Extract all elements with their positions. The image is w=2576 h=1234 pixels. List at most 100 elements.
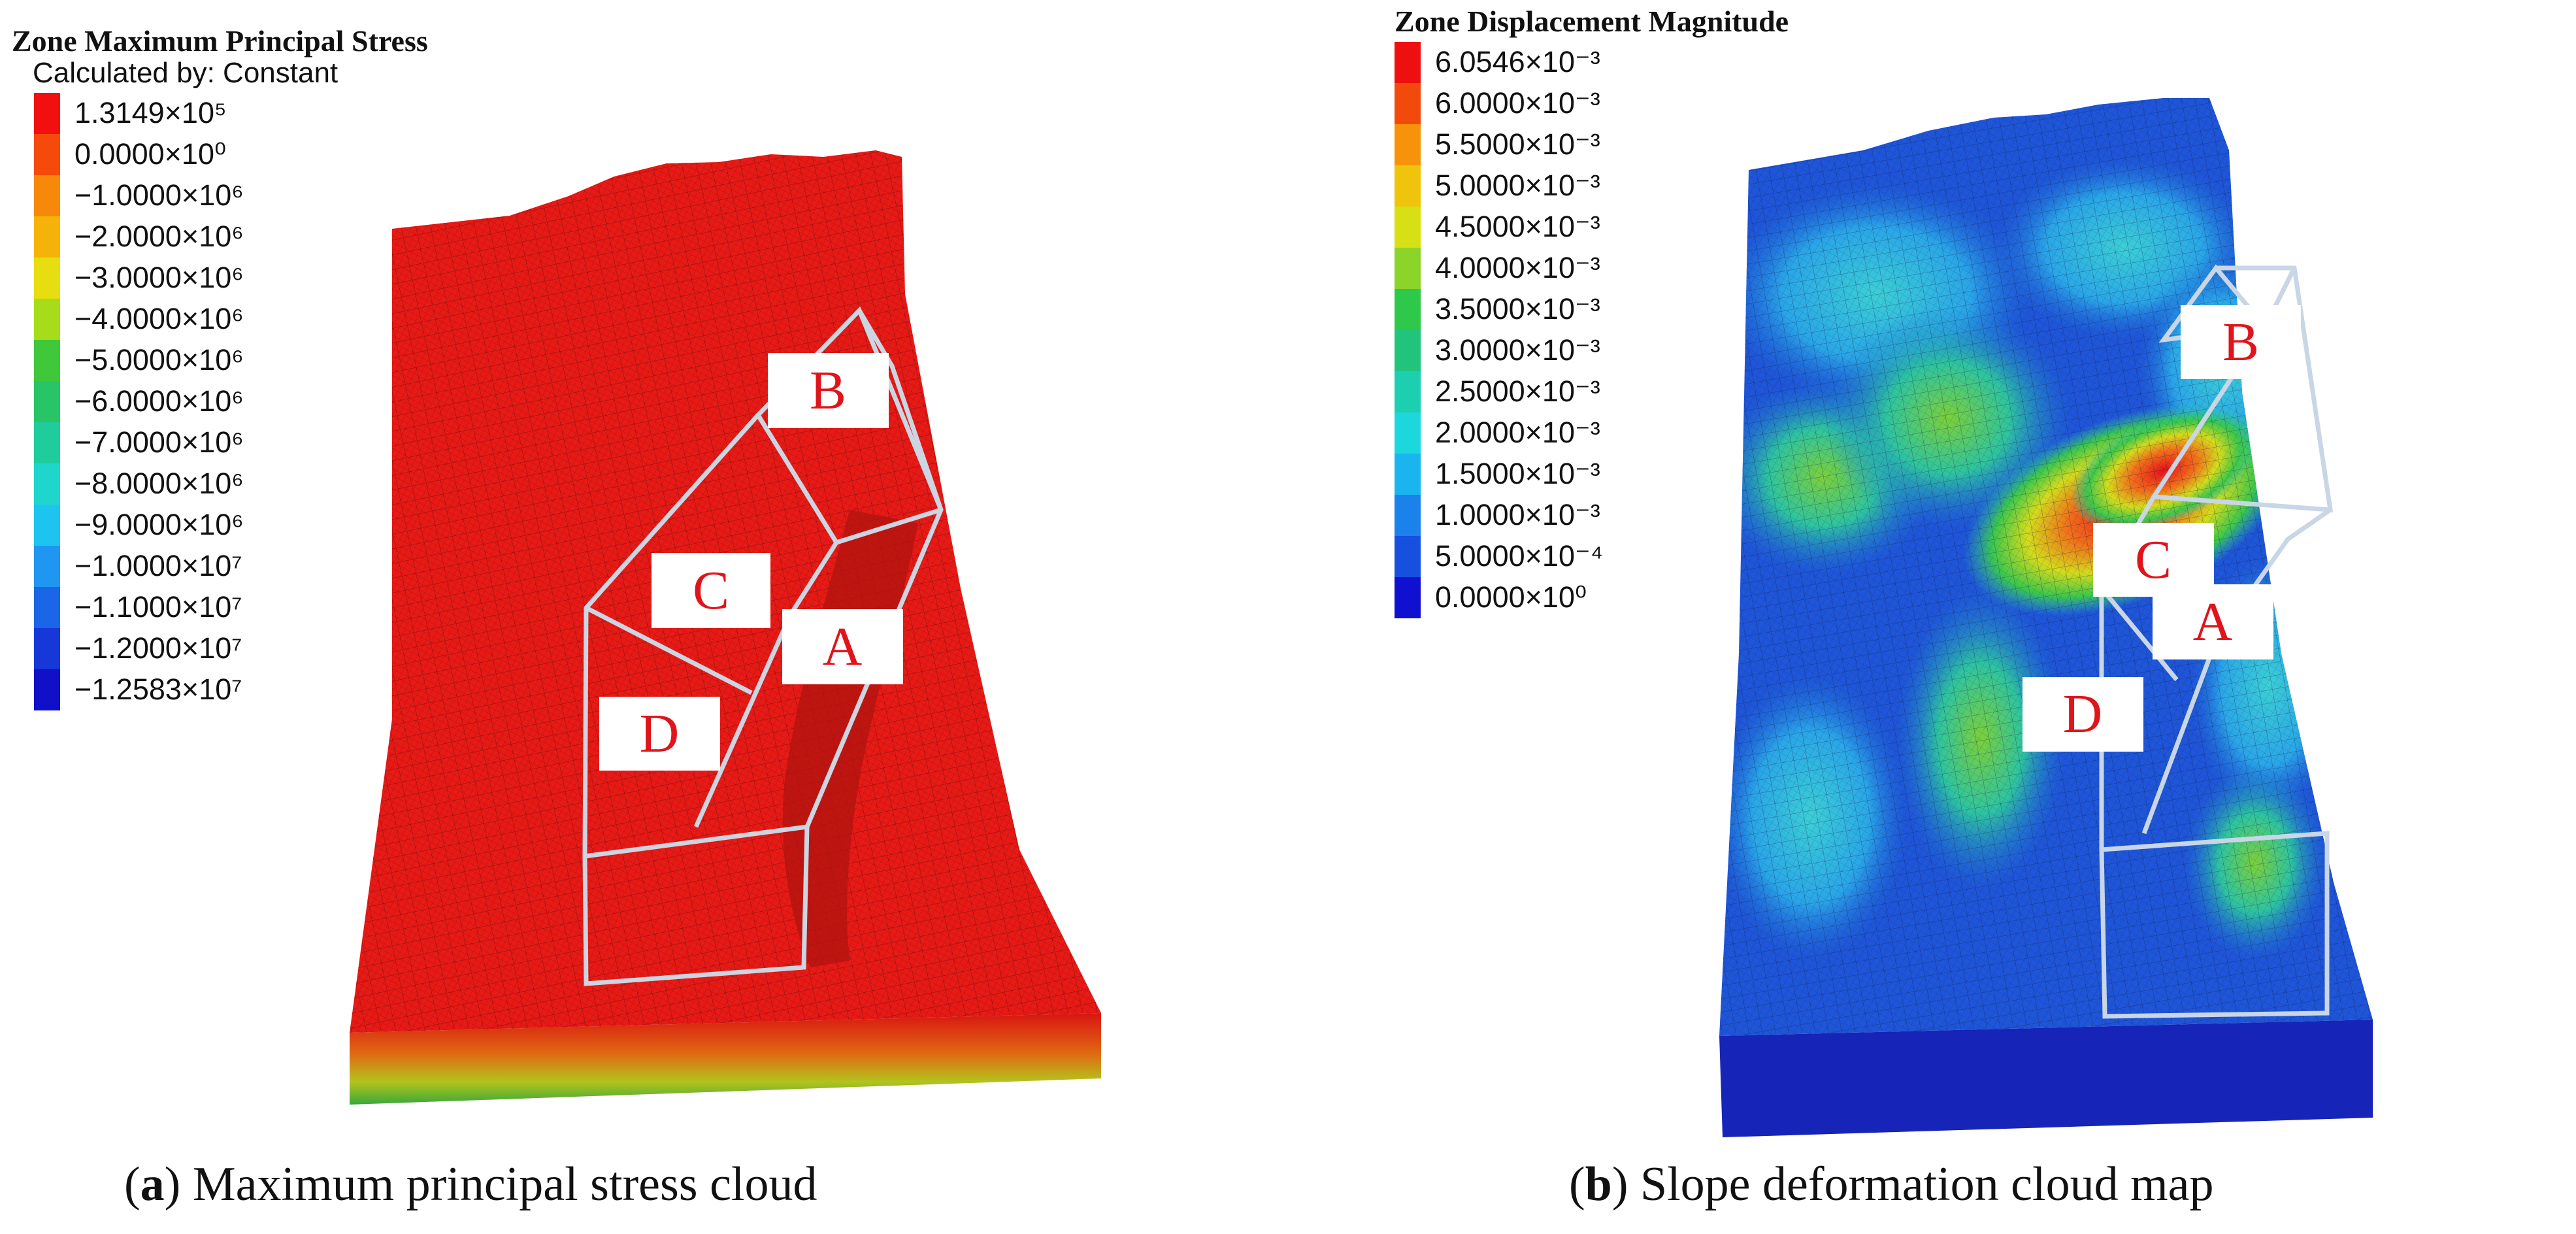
stress-zone-label-d: D xyxy=(599,697,720,771)
stress-legend-entry: −8.0000×10⁶ xyxy=(12,463,428,505)
stress-legend-swatch xyxy=(34,175,60,216)
stress-legend-swatch xyxy=(34,422,60,463)
stress-legend-label: −6.0000×10⁶ xyxy=(74,384,244,418)
stress-legend-swatch xyxy=(34,546,60,587)
svg-text:C: C xyxy=(693,560,729,621)
displacement-legend-swatch xyxy=(1395,165,1421,207)
stress-zone-outline xyxy=(582,306,944,986)
stress-legend-label: −5.0000×10⁶ xyxy=(74,343,244,376)
svg-text:B: B xyxy=(810,360,846,421)
stress-legend-entry: −6.0000×10⁶ xyxy=(12,381,428,422)
stress-legend-subtitle: Calculated by: Constant xyxy=(33,57,339,89)
stress-legend-entry: −2.0000×10⁶ xyxy=(12,216,428,258)
stress-legend-swatch xyxy=(34,216,60,258)
stress-legend-entry: −4.0000×10⁶ xyxy=(12,299,428,340)
stress-legend-swatch xyxy=(34,381,60,422)
displacement-legend-swatch xyxy=(1395,289,1421,330)
stress-legend-label: −8.0000×10⁶ xyxy=(74,467,244,500)
stress-legend-entry: −5.0000×10⁶ xyxy=(12,340,428,381)
stress-legend-entry: −7.0000×10⁶ xyxy=(12,422,428,463)
displacement-legend-entry: 2.5000×10⁻³ xyxy=(1395,371,1789,412)
stress-legend-scale: 1.3149×10⁵ 0.0000×10⁰ −1.0000×10⁶ −2.0000×1… xyxy=(12,93,428,710)
stress-legend-swatch xyxy=(34,299,60,340)
svg-text:A: A xyxy=(823,616,863,677)
displacement-legend-label: 3.0000×10⁻³ xyxy=(1435,333,1600,367)
stress-zone-label-b: B xyxy=(768,353,889,428)
displacement-legend-swatch xyxy=(1395,83,1421,124)
displacement-legend-label: 6.0546×10⁻³ xyxy=(1435,45,1600,78)
displacement-legend-swatch xyxy=(1395,248,1421,289)
displacement-fine-mesh xyxy=(1719,98,2373,1036)
caption-b-text: Slope deformation cloud map xyxy=(1640,1158,2214,1211)
displacement-zone-label-b: B xyxy=(2181,305,2301,379)
stress-legend-entry: −1.0000×10⁷ xyxy=(12,546,428,587)
stress-model-side xyxy=(350,1013,1101,1105)
stress-legend: Zone Maximum Principal Stress Calculated… xyxy=(12,25,428,710)
displacement-legend-swatch xyxy=(1395,536,1421,577)
panel-a-stress: Zone Maximum Principal Stress Calculated… xyxy=(12,25,1101,1211)
displacement-legend-swatch xyxy=(1395,371,1421,412)
stress-legend-label: −1.2000×10⁷ xyxy=(74,631,242,665)
displacement-legend-scale: 6.0546×10⁻³ 6.0000×10⁻³ 5.5000×10⁻³ 5.0000×… xyxy=(1395,42,1789,618)
svg-text:A: A xyxy=(2193,592,2233,652)
displacement-legend-entry: 3.0000×10⁻³ xyxy=(1395,330,1789,371)
displacement-legend-entry: 6.0000×10⁻³ xyxy=(1395,83,1789,124)
displacement-legend-swatch xyxy=(1395,124,1421,165)
displacement-legend-label: 5.0000×10⁻³ xyxy=(1435,169,1600,202)
stress-legend-swatch xyxy=(34,134,60,175)
displacement-legend-label: 2.0000×10⁻³ xyxy=(1435,416,1600,449)
displacement-legend-swatch xyxy=(1395,495,1421,536)
stress-legend-swatch xyxy=(34,628,60,669)
displacement-zone-label-d: D xyxy=(2023,677,2143,752)
stress-legend-swatch xyxy=(34,505,60,546)
svg-text:D: D xyxy=(2063,684,2103,744)
stress-legend-label: −4.0000×10⁶ xyxy=(74,302,244,335)
displacement-legend-entry: 1.0000×10⁻³ xyxy=(1395,495,1789,536)
displacement-legend-label: 0.0000×10⁰ xyxy=(1435,580,1587,614)
stress-legend-swatch xyxy=(34,340,60,381)
displacement-legend-label: 1.0000×10⁻³ xyxy=(1435,498,1600,531)
displacement-legend-entry: 5.0000×10⁻³ xyxy=(1395,165,1789,207)
stress-legend-title: Zone Maximum Principal Stress xyxy=(12,24,428,58)
displacement-legend-label: 5.5000×10⁻³ xyxy=(1435,127,1600,161)
stress-legend-label: −3.0000×10⁶ xyxy=(74,261,244,294)
stress-legend-swatch xyxy=(34,669,60,710)
stress-legend-swatch xyxy=(34,93,60,134)
displacement-zone-label-a: A xyxy=(2153,584,2273,659)
stress-legend-label: −1.2583×10⁷ xyxy=(74,673,242,706)
displacement-legend-label: 1.5000×10⁻³ xyxy=(1435,457,1600,490)
stress-legend-entry: −1.1000×10⁷ xyxy=(12,587,428,628)
displacement-legend-label: 3.5000×10⁻³ xyxy=(1435,292,1600,325)
stress-legend-entry: 1.3149×10⁵ xyxy=(12,93,428,134)
stress-legend-entry: −1.0000×10⁶ xyxy=(12,175,428,216)
stress-legend-entry: −9.0000×10⁶ xyxy=(12,505,428,546)
displacement-legend-entry: 5.5000×10⁻³ xyxy=(1395,124,1789,165)
displacement-legend-swatch xyxy=(1395,42,1421,83)
stress-legend-label: −7.0000×10⁶ xyxy=(74,425,244,459)
caption-a-text: Maximum principal stress cloud xyxy=(192,1158,817,1211)
displacement-model-side xyxy=(1719,1020,2373,1137)
stress-legend-label: −1.0000×10⁷ xyxy=(74,549,242,582)
caption-a: (a) Maximum principal stress cloud xyxy=(124,1158,817,1211)
stress-legend-entry: −1.2583×10⁷ xyxy=(12,669,428,710)
panel-b-displacement: Zone Displacement Magnitude 6.0546×10⁻³ 6… xyxy=(1288,0,2576,1234)
stress-legend-label: −9.0000×10⁶ xyxy=(74,508,244,541)
displacement-legend-label: 4.0000×10⁻³ xyxy=(1435,251,1600,284)
stress-legend-label: −1.0000×10⁶ xyxy=(74,178,244,212)
displacement-contour-model: B C A D xyxy=(1719,98,2373,1137)
displacement-legend-entry: 2.0000×10⁻³ xyxy=(1395,412,1789,454)
stress-legend-entry: 0.0000×10⁰ xyxy=(12,134,428,175)
stress-legend-entry: −3.0000×10⁶ xyxy=(12,258,428,299)
stress-legend-label: −2.0000×10⁶ xyxy=(74,220,244,253)
svg-text:B: B xyxy=(2222,312,2259,373)
displacement-legend-entry: 0.0000×10⁰ xyxy=(1395,577,1789,618)
displacement-legend-swatch xyxy=(1395,207,1421,248)
displacement-legend-label: 2.5000×10⁻³ xyxy=(1435,375,1600,408)
displacement-legend: Zone Displacement Magnitude 6.0546×10⁻³ 6… xyxy=(1395,5,1789,618)
displacement-legend-swatch xyxy=(1395,412,1421,454)
stress-legend-entry: −1.2000×10⁷ xyxy=(12,628,428,669)
displacement-legend-entry: 4.0000×10⁻³ xyxy=(1395,248,1789,289)
caption-b-letter: b xyxy=(1585,1158,1612,1211)
displacement-legend-swatch xyxy=(1395,330,1421,371)
displacement-legend-entry: 4.5000×10⁻³ xyxy=(1395,207,1789,248)
